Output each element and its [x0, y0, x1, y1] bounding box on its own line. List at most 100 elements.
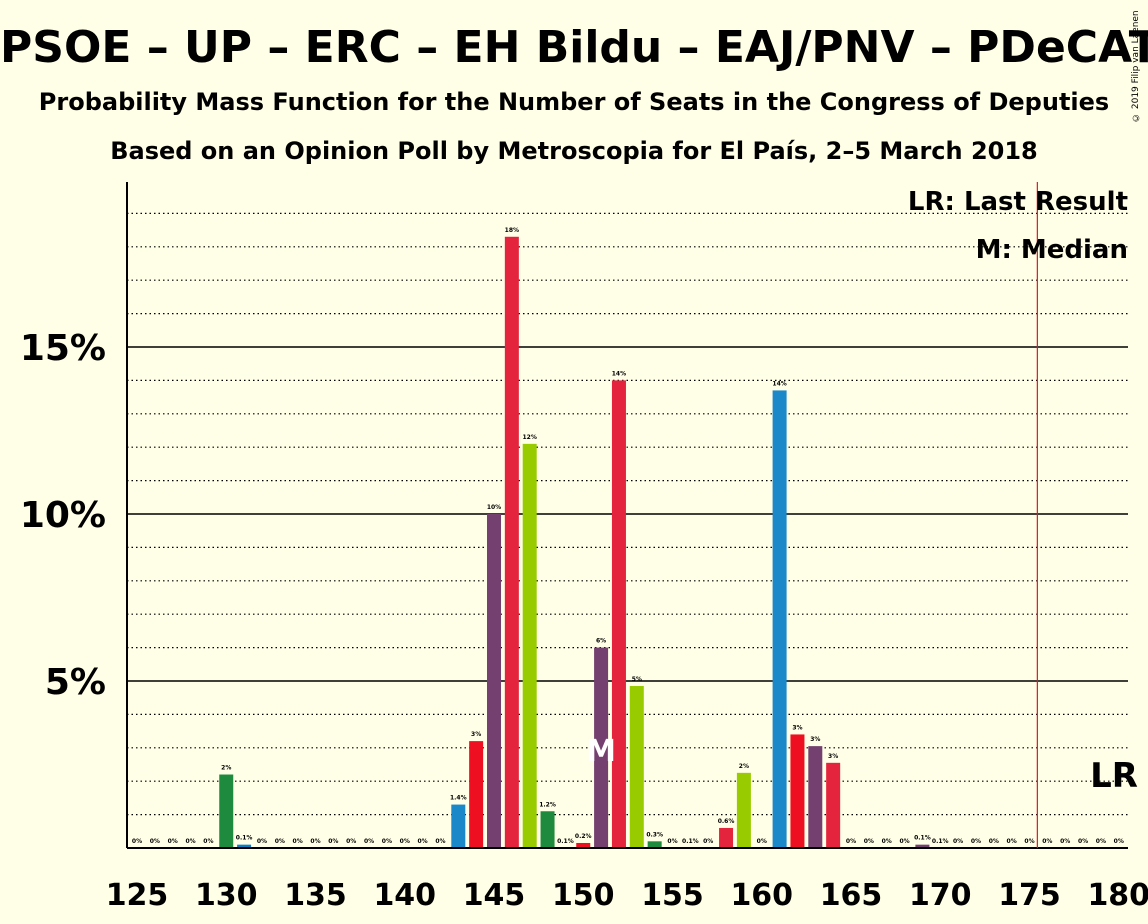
data-label-166: 0% [864, 838, 874, 845]
data-label-136: 0% [328, 838, 338, 845]
last-result-label: LR [1090, 756, 1138, 796]
data-label-175: 0% [1024, 838, 1034, 845]
bar-131 [237, 844, 252, 848]
data-label-152: 14% [612, 370, 626, 377]
bar-130 [219, 774, 234, 848]
data-label-147: 12% [523, 434, 537, 441]
data-label-141: 0% [418, 838, 428, 845]
data-label-160: 0% [757, 838, 767, 845]
bar-151 [594, 647, 609, 848]
bar-143 [451, 804, 466, 848]
bar-161 [772, 390, 787, 848]
data-label-178: 0% [1078, 838, 1088, 845]
data-label-172: 0% [971, 838, 981, 845]
data-label-145: 10% [487, 504, 501, 511]
data-label-148: 1.2% [539, 801, 556, 808]
data-label-137: 0% [346, 838, 356, 845]
grid-lines [127, 212, 1128, 816]
data-label-142: 0% [435, 838, 445, 845]
x-tick-125: 125 [106, 878, 169, 913]
data-label-138: 0% [364, 838, 374, 845]
data-label-143: 1.4% [450, 795, 467, 802]
bar-146 [504, 236, 519, 848]
chart-title: PSOE – UP – ERC – EH Bildu – EAJ/PNV – P… [0, 22, 1148, 73]
data-label-144: 3% [471, 731, 481, 738]
data-label-126: 0% [150, 838, 160, 845]
data-label-176: 0% [1042, 838, 1052, 845]
data-label-154: 0.3% [646, 831, 663, 838]
data-label-170: 0.1% [932, 838, 949, 845]
bar-150 [576, 842, 591, 848]
data-label-125: 0% [132, 838, 142, 845]
legend-last-result: LR: Last Result [908, 187, 1128, 217]
y-tick-5: 5% [45, 662, 106, 703]
data-label-179: 0% [1096, 838, 1106, 845]
bar-144 [469, 741, 484, 848]
x-tick-labels: 125 130 135 140 145 150 155 160 165 170 175 180 [106, 878, 1148, 913]
data-label-173: 0% [989, 838, 999, 845]
data-label-161: 14% [772, 380, 786, 387]
x-tick-130: 130 [195, 878, 258, 913]
x-tick-155: 155 [641, 878, 704, 913]
y-tick-labels: 5% 10% 15% [20, 328, 106, 703]
data-label-169: 0.1% [914, 835, 931, 842]
data-label-127: 0% [168, 838, 178, 845]
y-tick-10: 10% [20, 495, 106, 536]
data-label-162: 3% [792, 724, 802, 731]
bar-158 [719, 827, 734, 848]
bar-163 [808, 746, 823, 848]
data-label-149: 0.1% [557, 838, 574, 845]
bar-159 [736, 772, 751, 848]
data-label-180: 0% [1114, 838, 1124, 845]
data-label-163: 3% [810, 736, 820, 743]
bar-153 [629, 686, 644, 848]
data-label-159: 2% [739, 763, 749, 770]
bar-152 [611, 380, 626, 848]
data-label-167: 0% [882, 838, 892, 845]
x-tick-170: 170 [909, 878, 972, 913]
chart-source-line: Based on an Opinion Poll by Metroscopia … [110, 137, 1038, 165]
data-label-165: 0% [846, 838, 856, 845]
bar-series [219, 236, 930, 848]
data-label-150: 0.2% [575, 833, 592, 840]
bar-164 [826, 762, 841, 848]
axes [126, 182, 1128, 849]
x-tick-140: 140 [373, 878, 436, 913]
data-label-130: 2% [221, 765, 231, 772]
median-marker: M [586, 734, 616, 769]
data-label-133: 0% [275, 838, 285, 845]
data-label-135: 0% [310, 838, 320, 845]
x-tick-160: 160 [730, 878, 793, 913]
data-label-132: 0% [257, 838, 267, 845]
data-label-158: 0.6% [718, 818, 735, 825]
data-label-128: 0% [185, 838, 195, 845]
markers: M LR [586, 182, 1138, 848]
data-label-134: 0% [293, 838, 303, 845]
data-label-151: 6% [596, 638, 606, 645]
x-tick-150: 150 [552, 878, 615, 913]
data-label-156: 0.1% [682, 838, 699, 845]
data-label-153: 5% [632, 676, 642, 683]
x-tick-145: 145 [463, 878, 526, 913]
data-label-155: 0% [667, 838, 677, 845]
data-label-146: 18% [505, 227, 519, 234]
data-labels: 0% 0% 0% 0% 0% 2% 0.1% 0% 0% 0% 0% 0% 0% 0% 0% 0% 0% 0% 1.… [132, 227, 1124, 845]
data-label-129: 0% [203, 838, 213, 845]
data-label-177: 0% [1060, 838, 1070, 845]
bar-148 [540, 811, 555, 848]
legend-median: M: Median [976, 235, 1128, 265]
data-label-131: 0.1% [236, 835, 253, 842]
data-label-139: 0% [382, 838, 392, 845]
bar-145 [487, 514, 501, 848]
data-label-171: 0% [953, 838, 963, 845]
x-tick-135: 135 [284, 878, 347, 913]
x-tick-180: 180 [1087, 878, 1148, 913]
chart-subtitle: Probability Mass Function for the Number… [38, 88, 1110, 116]
data-label-174: 0% [1007, 838, 1017, 845]
bar-147 [522, 443, 537, 848]
data-label-157: 0% [703, 838, 713, 845]
data-label-164: 3% [828, 753, 838, 760]
bar-162 [790, 734, 805, 848]
bar-154 [647, 841, 662, 848]
